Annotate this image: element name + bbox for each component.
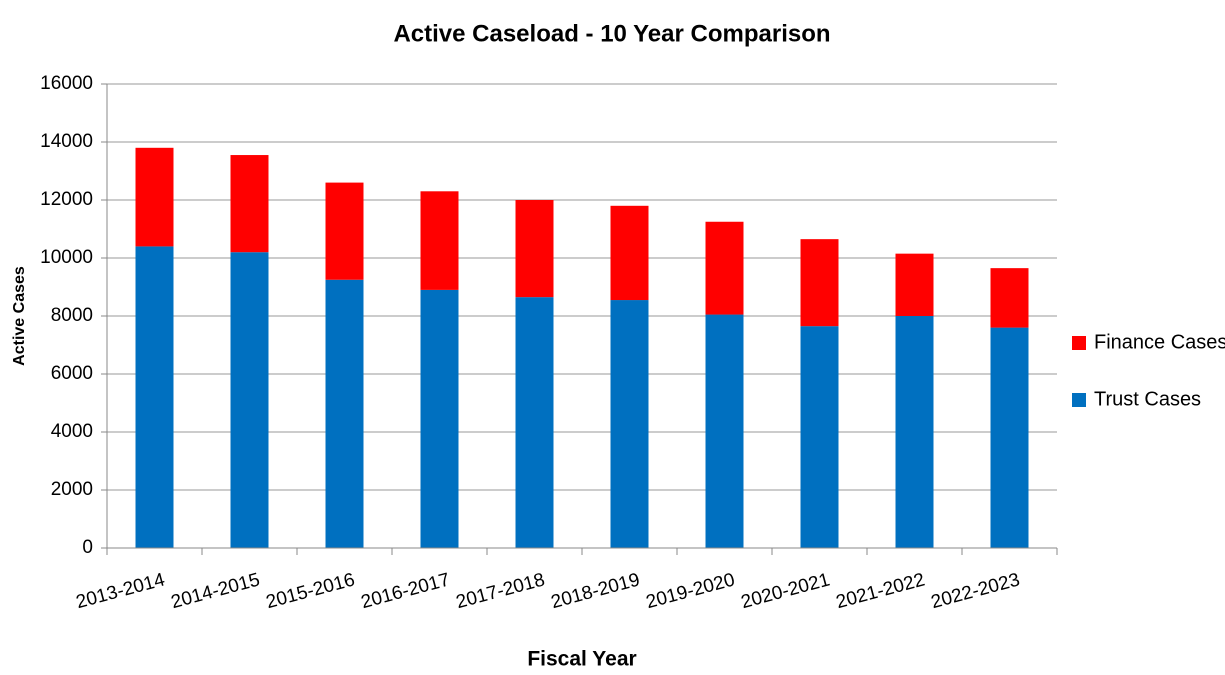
x-tick-label: 2014-2015 bbox=[169, 569, 262, 613]
bar-segment bbox=[610, 300, 649, 548]
x-tick-label: 2015-2016 bbox=[264, 569, 357, 613]
bar-segment bbox=[325, 182, 364, 280]
legend-label: Trust Cases bbox=[1094, 388, 1201, 410]
x-tick-label: 2019-2020 bbox=[644, 569, 737, 613]
bar-segment bbox=[515, 297, 554, 548]
y-tick-label: 6000 bbox=[51, 363, 93, 384]
bar-segment bbox=[135, 147, 174, 247]
x-tick-label: 2017-2018 bbox=[454, 569, 547, 613]
bar-segment bbox=[515, 200, 554, 298]
bar-segment bbox=[705, 314, 744, 548]
x-tick-label: 2013-2014 bbox=[74, 569, 168, 613]
bar-segment bbox=[230, 252, 269, 548]
bar-segment bbox=[800, 326, 839, 548]
x-tick-label: 2021-2022 bbox=[834, 569, 927, 613]
y-tick-label: 8000 bbox=[51, 305, 93, 326]
bar-segment bbox=[990, 268, 1029, 328]
bar-segment bbox=[325, 279, 364, 548]
bar-segment bbox=[990, 327, 1029, 548]
y-axis-label: Active Cases bbox=[11, 266, 28, 366]
legend-swatch bbox=[1072, 336, 1086, 350]
y-tick-label: 10000 bbox=[40, 247, 93, 268]
x-axis-label: Fiscal Year bbox=[527, 648, 636, 671]
y-tick-label: 0 bbox=[82, 537, 93, 558]
x-tick-label: 2018-2019 bbox=[549, 569, 642, 613]
legend-label: Finance Cases bbox=[1094, 331, 1225, 353]
bar-segment bbox=[610, 205, 649, 301]
y-tick-label: 14000 bbox=[40, 131, 93, 152]
y-tick-label: 4000 bbox=[51, 421, 93, 442]
x-tick-label: 2022-2023 bbox=[929, 569, 1022, 613]
bar-segment bbox=[135, 246, 174, 548]
bar-segment bbox=[230, 155, 269, 253]
chart-title: Active Caseload - 10 Year Comparison bbox=[393, 20, 830, 47]
bar-segment bbox=[895, 316, 934, 548]
bar-segment bbox=[420, 191, 459, 290]
bar-segment bbox=[895, 253, 934, 316]
y-tick-label: 16000 bbox=[40, 73, 93, 94]
bar-segment bbox=[420, 289, 459, 548]
legend-swatch bbox=[1072, 393, 1086, 407]
bar-segment bbox=[800, 239, 839, 327]
y-tick-label: 2000 bbox=[51, 479, 93, 500]
x-tick-label: 2016-2017 bbox=[359, 569, 452, 613]
x-tick-label: 2020-2021 bbox=[739, 569, 832, 613]
bar-segment bbox=[705, 221, 744, 315]
y-tick-label: 12000 bbox=[40, 189, 93, 210]
